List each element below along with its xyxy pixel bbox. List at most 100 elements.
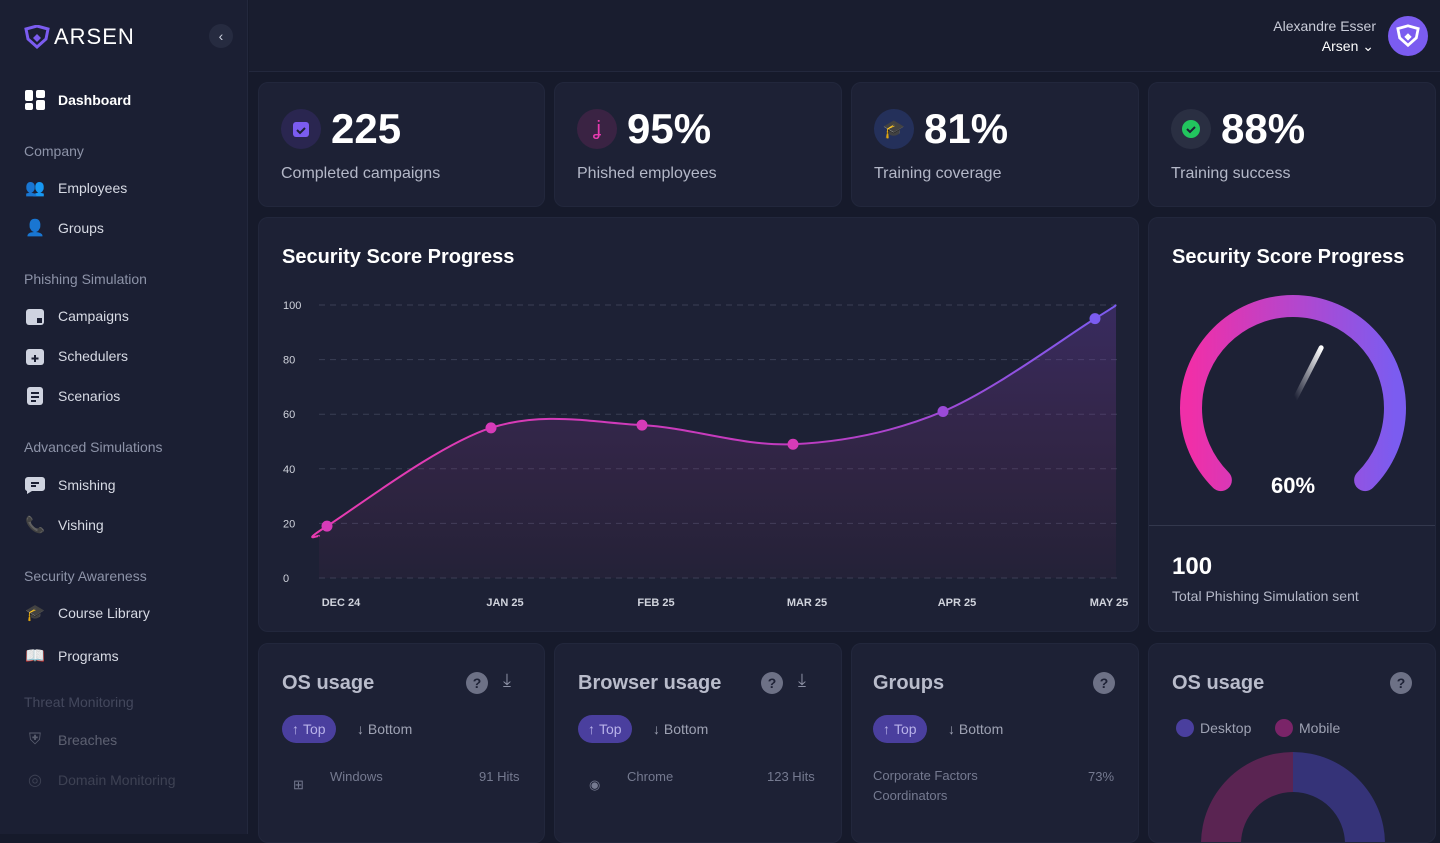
collapse-sidebar-button[interactable]: ‹ <box>209 24 233 48</box>
help-icon[interactable]: ? <box>1093 672 1115 694</box>
sidebar-item-label: Programs <box>58 648 119 664</box>
y-tick-label: 100 <box>283 300 301 312</box>
shield-logo-icon <box>24 25 50 49</box>
card-title: OS usage <box>1172 672 1265 694</box>
org-name: Arsen <box>1321 38 1359 54</box>
sidebar-item-label: Campaigns <box>58 308 129 324</box>
arrow-up-icon: ↑ <box>292 721 299 737</box>
line-chart: 0 20 40 60 80 100 DEC 24 JAN 25 FEB 25 MAR 25 APR … <box>283 300 1128 609</box>
stat-card-training-coverage: 🎓 81% Training coverage <box>851 82 1139 207</box>
card-title: Groups <box>873 672 945 694</box>
sidebar-item-label: Domain Monitoring <box>58 772 176 788</box>
sidebar-item-schedulers[interactable]: Schedulers <box>24 345 128 367</box>
chrome-icon: ◉ <box>589 777 601 792</box>
radar-icon: ◎ <box>28 772 42 789</box>
toggle-label: Bottom <box>663 721 709 737</box>
browser-usage-card: Browser usage ? ⤓ ↑ Top ↓ Bottom ◉ Chrome… <box>554 643 842 843</box>
os-usage-card: OS usage ? ⤓ ↑ Top ↓ Bottom ⊞ Windows 91 … <box>258 643 545 843</box>
sidebar-item-smishing[interactable]: Smishing <box>24 474 116 496</box>
stat-value: 225 <box>331 105 402 152</box>
logo[interactable]: ARSEN <box>24 24 135 50</box>
sidebar-item-employees[interactable]: 👥 Employees <box>24 177 127 199</box>
sidebar-item-scenarios[interactable]: Scenarios <box>24 385 120 407</box>
sidebar-item-course-library[interactable]: 🎓 Course Library <box>24 602 150 624</box>
section-phishing-simulation: Phishing Simulation <box>24 271 147 287</box>
dashboard-icon <box>24 89 46 111</box>
card-title: Browser usage <box>578 672 722 694</box>
bottom-toggle[interactable]: ↓ Bottom <box>948 721 1004 737</box>
logo-text: ARSEN <box>54 24 135 49</box>
shield-alert-icon: ⛨ <box>28 731 41 748</box>
gauge-arc <box>1180 295 1406 492</box>
data-point <box>485 422 497 434</box>
document-icon <box>24 385 46 407</box>
gauge-needle <box>1292 345 1324 402</box>
legend-label: Desktop <box>1200 720 1252 736</box>
toggle-label: Top <box>894 721 917 737</box>
legend-label: Mobile <box>1299 720 1341 736</box>
data-point <box>937 405 949 417</box>
data-point <box>321 520 333 532</box>
stat-value: 88% <box>1221 105 1306 152</box>
org-switcher[interactable]: Arsen ⌄ <box>1322 38 1374 55</box>
top-toggle[interactable]: ↑ Top <box>282 715 336 743</box>
sidebar-item-label: Schedulers <box>58 348 129 364</box>
bottom-toggle[interactable]: ↓ Bottom <box>653 721 709 737</box>
sidebar: ARSEN ‹ Dashboard Company 👥 Employees 👤 Gr… <box>0 0 248 834</box>
toggle-label: Top <box>303 721 326 737</box>
toggle-label: Top <box>599 721 622 737</box>
x-tick-label: FEB 25 <box>637 597 674 609</box>
donut-slice-desktop <box>1293 752 1385 842</box>
calendar-plus-icon <box>24 345 46 367</box>
bottom-toggle[interactable]: ↓ Bottom <box>357 721 413 737</box>
total-simulations-value: 100 <box>1172 553 1213 580</box>
legend-mobile: Mobile <box>1275 719 1340 737</box>
users-icon: 👥 <box>25 180 45 197</box>
sidebar-item-label: Dashboard <box>58 92 132 108</box>
y-tick-label: 80 <box>283 355 295 367</box>
sidebar-item-label: Vishing <box>58 517 104 533</box>
stat-label: Training success <box>1171 165 1291 182</box>
sidebar-item-programs[interactable]: 📖 Programs <box>24 645 119 667</box>
series-line <box>311 304 1117 539</box>
sidebar-item-campaigns[interactable]: Campaigns <box>24 305 129 327</box>
download-icon[interactable]: ⤓ <box>798 670 806 690</box>
help-icon[interactable]: ? <box>466 672 488 694</box>
download-icon[interactable]: ⤓ <box>503 670 511 690</box>
user-group-icon: 👤 <box>25 220 45 237</box>
x-tick-label: MAR 25 <box>787 597 827 609</box>
top-toggle[interactable]: ↑ Top <box>873 715 927 743</box>
row-name: Chrome <box>627 769 674 784</box>
top-toggle[interactable]: ↑ Top <box>578 715 632 743</box>
row-name: Windows <box>330 769 383 784</box>
chevron-down-icon: ⌄ <box>1362 38 1374 54</box>
legend-desktop: Desktop <box>1176 719 1251 737</box>
toggle-label: Bottom <box>958 721 1004 737</box>
x-tick-label: APR 25 <box>938 597 977 609</box>
legend-swatch <box>1275 719 1293 737</box>
stat-label: Phished employees <box>577 165 717 182</box>
windows-icon: ⊞ <box>293 777 304 792</box>
sidebar-item-label: Smishing <box>58 477 116 493</box>
os-usage-donut-card: OS usage ? Desktop Mobile <box>1148 643 1436 843</box>
stat-value: 81% <box>924 105 1009 152</box>
divider <box>1149 525 1435 526</box>
book-icon: 📖 <box>25 648 45 665</box>
card-title: OS usage <box>282 672 375 694</box>
donut-chart <box>1201 752 1385 842</box>
arrow-up-icon: ↑ <box>588 721 595 737</box>
gauge-title: Security Score Progress <box>1172 246 1405 268</box>
y-tick-label: 40 <box>283 464 295 476</box>
row-value: 123 Hits <box>767 769 815 784</box>
sidebar-item-domain-monitoring[interactable]: ◎ Domain Monitoring <box>24 769 176 791</box>
chat-icon <box>24 474 46 496</box>
help-icon[interactable]: ? <box>1390 672 1412 694</box>
row-name: Corporate Factors Coordinators <box>873 768 978 803</box>
sidebar-item-dashboard[interactable]: Dashboard <box>24 89 131 111</box>
sidebar-item-breaches[interactable]: ⛨ Breaches <box>24 729 117 751</box>
avatar[interactable] <box>1388 16 1428 56</box>
y-tick-label: 0 <box>283 573 289 585</box>
sidebar-item-groups[interactable]: 👤 Groups <box>24 217 104 239</box>
sidebar-item-vishing[interactable]: 📞 Vishing <box>24 514 104 536</box>
help-icon[interactable]: ? <box>761 672 783 694</box>
